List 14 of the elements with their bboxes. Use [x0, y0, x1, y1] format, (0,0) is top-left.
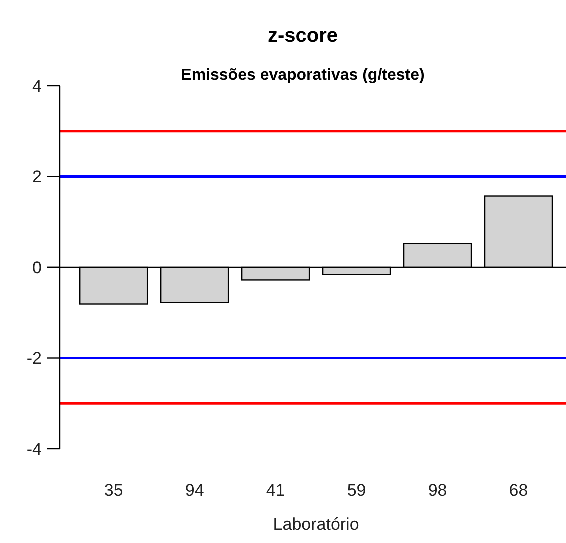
x-tick-label: 98: [428, 481, 448, 500]
y-tick-label: -2: [26, 349, 42, 368]
x-tick-label: 59: [347, 481, 366, 500]
x-tick-label: 41: [266, 481, 286, 500]
y-tick-label: 4: [32, 76, 42, 96]
x-axis-title: Laboratório: [273, 515, 360, 534]
chart-title: z-score: [268, 25, 338, 47]
x-tick-label: 94: [185, 481, 204, 500]
y-tick-label: 2: [32, 168, 42, 187]
chart-subtitle: Emissões evaporativas (g/teste): [181, 67, 425, 84]
y-tick-label: -4: [26, 440, 42, 459]
x-tick-label: 35: [104, 481, 124, 500]
x-tick-label: 68: [509, 481, 528, 500]
y-tick-label: 0: [32, 258, 42, 278]
